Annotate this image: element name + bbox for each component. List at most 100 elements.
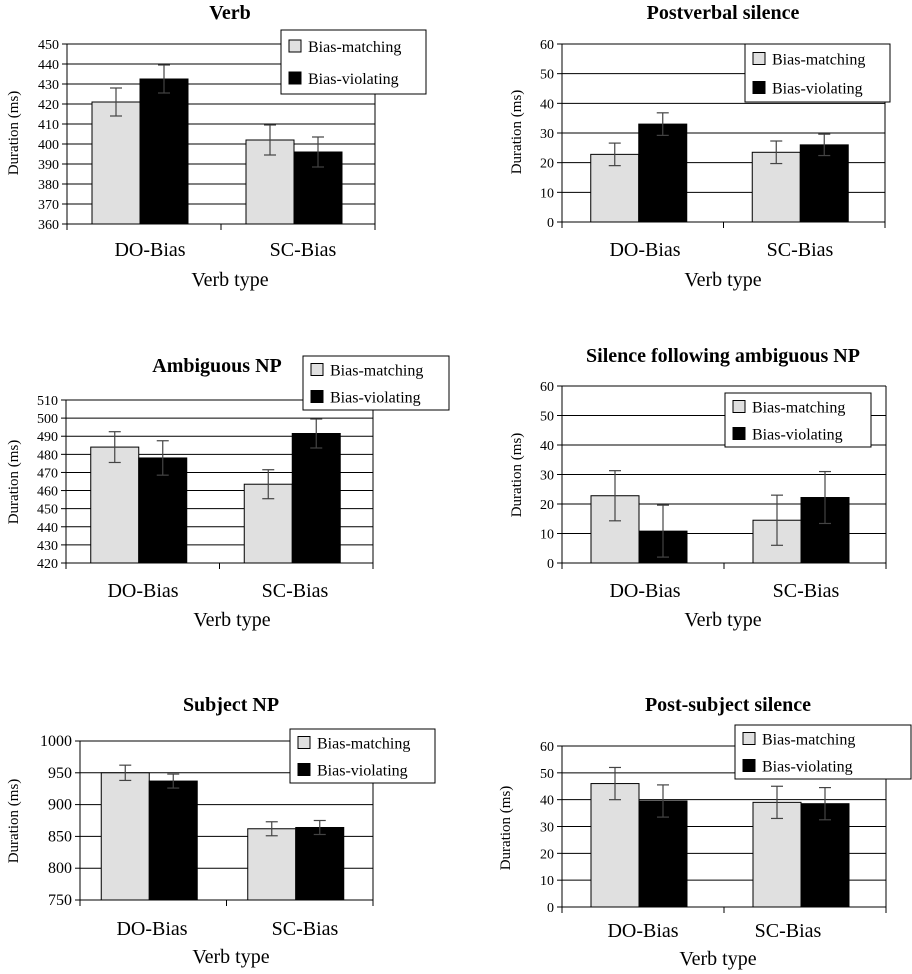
error-bar: [119, 764, 132, 782]
error-bar: [819, 470, 831, 525]
y-tick-label: 30: [540, 127, 554, 142]
error-bar: [265, 821, 278, 837]
y-tick-label: 430: [37, 539, 58, 554]
error-bar: [108, 431, 121, 464]
error-bar: [167, 773, 180, 789]
y-axis-label: Duration (ms): [6, 91, 22, 176]
y-tick-label: 50: [540, 68, 554, 83]
legend-swatch: [288, 39, 302, 53]
y-tick-label: 50: [540, 767, 554, 782]
legend-swatch: [288, 71, 302, 85]
y-tick-label: 420: [38, 98, 59, 113]
bar-bias-matching-do-bias: [90, 446, 140, 564]
error-bar: [771, 494, 783, 546]
error-bar: [771, 785, 783, 820]
chart-panel-4: 0 10 20 30 40 50 60 DO-Bias SC-Bias Verb type Dura…: [509, 345, 887, 631]
y-tick-label: 450: [37, 503, 58, 518]
y-tick-label: 410: [38, 118, 59, 133]
legend-swatch: [310, 363, 324, 376]
y-tick-label: 40: [540, 794, 554, 809]
error-bar: [819, 786, 831, 821]
y-tick-label: 20: [540, 847, 554, 862]
chart-panel-1: 360 370 380 390 400 410 420 430 440 450 DO-Bias SC-…: [6, 2, 427, 291]
legend-box: [724, 392, 872, 448]
legend-label: Bias-violating: [308, 71, 399, 88]
y-tick-label: 460: [37, 485, 58, 500]
bar-bias-violating-do-bias: [148, 780, 198, 901]
legend-swatch: [310, 390, 324, 403]
category-label: DO-Bias: [607, 920, 678, 942]
legend-swatch: [752, 52, 766, 65]
y-tick-label: 950: [48, 765, 72, 782]
y-tick-label: 450: [38, 38, 59, 53]
error-bar: [310, 418, 323, 449]
legend-swatch: [732, 427, 746, 440]
y-tick-label: 10: [540, 528, 554, 543]
bar-bias-violating-sc-bias: [295, 826, 345, 901]
error-bar: [312, 136, 324, 168]
category-label: SC-Bias: [262, 580, 329, 602]
y-axis-label: Duration (ms): [509, 90, 525, 175]
chart-title: Subject NP: [183, 694, 279, 716]
category-label: DO-Bias: [114, 239, 185, 261]
chart-title: Post-subject silence: [645, 694, 811, 716]
category-label: SC-Bias: [272, 918, 339, 940]
y-tick-label: 400: [38, 138, 59, 153]
legend-label: Bias-matching: [330, 363, 423, 380]
y-axis-label: Duration (ms): [6, 440, 22, 525]
x-axis-label: Verb type: [192, 946, 269, 968]
y-tick-label: 60: [540, 740, 554, 755]
error-bar: [770, 140, 783, 165]
bar-bias-violating-do-bias: [139, 78, 189, 225]
y-tick-label: 370: [38, 198, 59, 213]
error-bar: [262, 469, 275, 500]
x-axis-label: Verb type: [679, 948, 756, 970]
error-bar: [609, 766, 621, 801]
category-label: DO-Bias: [107, 580, 178, 602]
legend-label: Bias-matching: [752, 400, 845, 417]
y-tick-label: 360: [38, 218, 59, 233]
y-tick-label: 40: [540, 439, 554, 454]
y-tick-label: 0: [547, 216, 554, 231]
legend: Bias-matching Bias-violating: [280, 29, 427, 95]
category-label: SC-Bias: [270, 239, 337, 261]
error-bar: [609, 470, 621, 522]
category-label: DO-Bias: [609, 580, 680, 602]
y-axis-label: Duration (ms): [6, 779, 22, 864]
chart-panel-3: 420 430 440 450 460 470 480 490 500 510 DO-Bias SC-…: [6, 355, 450, 631]
legend-box: [289, 728, 436, 784]
chart-title: Postverbal silence: [647, 2, 800, 24]
error-bar: [818, 133, 831, 157]
category-label: SC-Bias: [767, 239, 834, 261]
chart-title: Silence following ambiguous NP: [586, 345, 860, 367]
legend-label: Bias-violating: [317, 763, 408, 780]
chart-title: Ambiguous NP: [152, 355, 281, 377]
bar-bias-violating-sc-bias: [291, 433, 341, 564]
error-bar: [656, 112, 669, 136]
legend-swatch: [297, 736, 311, 749]
legend-label: Bias-matching: [317, 736, 410, 753]
y-axis-label: Duration (ms): [509, 433, 525, 518]
error-bar: [110, 87, 122, 117]
legend-label: Bias-violating: [762, 759, 853, 776]
y-tick-label: 20: [540, 157, 554, 172]
x-axis-label: Verb type: [684, 609, 761, 631]
y-tick-label: 0: [547, 901, 554, 916]
legend-label: Bias-violating: [330, 390, 421, 407]
legend-box: [734, 724, 912, 780]
legend-swatch: [742, 759, 756, 772]
legend-label: Bias-violating: [752, 427, 843, 444]
y-tick-label: 490: [37, 430, 58, 445]
y-tick-label: 750: [48, 892, 72, 909]
y-tick-label: 500: [37, 412, 58, 427]
y-tick-label: 0: [547, 557, 554, 572]
error-bar: [158, 64, 170, 94]
legend: Bias-matching Bias-violating: [744, 43, 891, 103]
y-axis-label: Duration (ms): [498, 786, 514, 871]
legend-label: Bias-violating: [772, 81, 863, 98]
error-bar: [313, 819, 326, 836]
y-tick-label: 430: [38, 78, 59, 93]
y-tick-label: 390: [38, 158, 59, 173]
legend-label: Bias-matching: [772, 52, 865, 69]
